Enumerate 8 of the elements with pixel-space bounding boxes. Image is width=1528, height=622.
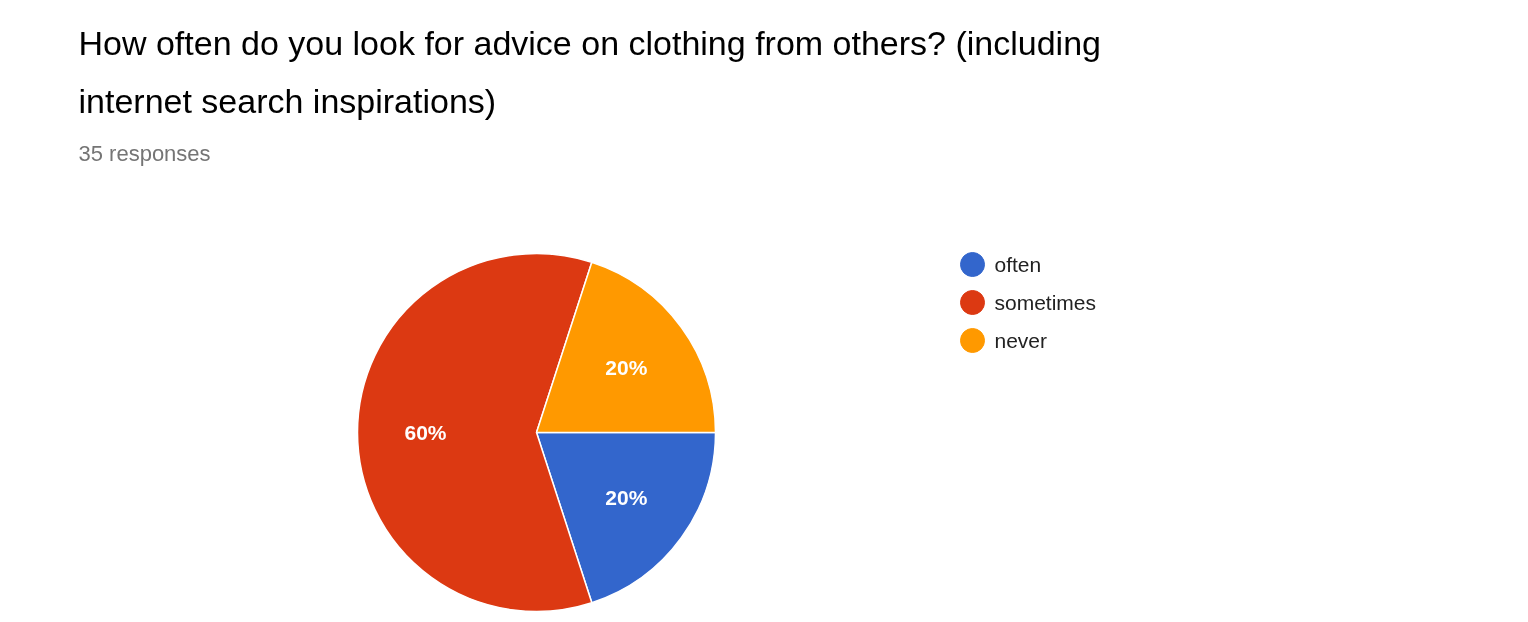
legend-label: sometimes: [994, 291, 1097, 314]
text: 35 responses: [78, 141, 211, 166]
data-label: 20%: [605, 355, 648, 379]
chart-title: How often do you look for advice on clothing from others? (including internet search inspirations): [78, 23, 1101, 120]
data-label: 60%: [404, 421, 447, 444]
data-label: 20%: [605, 486, 648, 510]
legend-label: often: [994, 253, 1042, 276]
legend-label: never: [994, 329, 1048, 352]
